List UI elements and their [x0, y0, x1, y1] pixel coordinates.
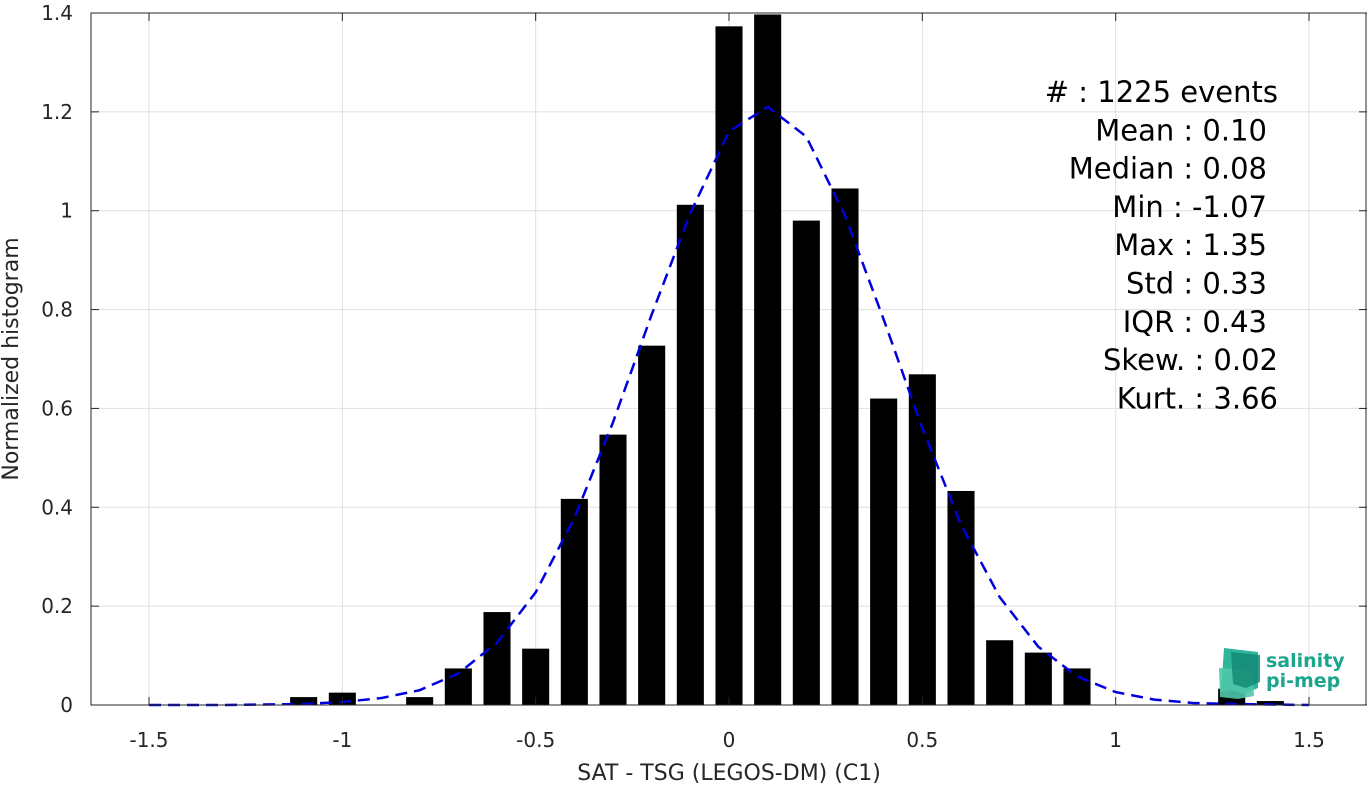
stat-line: # : 1225 events	[1045, 75, 1278, 109]
histogram-bar	[290, 697, 318, 705]
histogram-bar	[406, 697, 434, 705]
statistics-annotation: # : 1225 events Mean : 0.10 Median : 0.08 M…	[1045, 75, 1278, 415]
histogram-bar	[715, 26, 743, 706]
y-tick-label: 0.8	[41, 298, 73, 322]
x-axis-label: SAT - TSG (LEGOS-DM) (C1)	[577, 761, 881, 785]
stat-line: Median : 0.08	[1069, 152, 1267, 186]
stat-line: Max : 1.35	[1114, 228, 1267, 262]
axis-ticks	[91, 12, 1367, 706]
histogram-bar	[870, 398, 898, 705]
histogram-bar	[1256, 701, 1284, 705]
y-tick-labels: 0 0.2 0.4 0.6 0.8 1 1.2 1.4	[41, 1, 73, 717]
x-tick-label: -1.5	[129, 728, 168, 752]
y-tick-label: 1.4	[41, 1, 73, 25]
histogram-bar	[908, 374, 936, 705]
histogram-bar	[1024, 652, 1052, 705]
y-tick-label: 0.2	[41, 594, 73, 618]
stat-line: Mean : 0.10	[1095, 113, 1267, 147]
x-tick-label: -0.5	[516, 728, 555, 752]
stat-line: Kurt. : 3.66	[1117, 381, 1278, 415]
salinity-pi-mep-logo: salinity pi-mep	[1219, 648, 1345, 699]
stat-line: Min : -1.07	[1112, 190, 1267, 224]
logo-mark-icon	[1219, 648, 1260, 699]
histogram-bar	[560, 498, 588, 705]
histogram-bar	[599, 434, 627, 705]
x-tick-label: 0.5	[906, 728, 938, 752]
x-tick-label: 1.5	[1293, 728, 1325, 752]
x-tick-label: 0	[723, 728, 736, 752]
y-tick-label: 1.2	[41, 100, 73, 124]
histogram-bar	[754, 14, 782, 706]
gaussian-fit-curve	[149, 105, 1310, 707]
y-tick-label: 1	[60, 199, 73, 223]
stat-line: IQR : 0.43	[1123, 305, 1267, 339]
stat-line: Skew. : 0.02	[1103, 343, 1278, 377]
histogram-bar	[483, 612, 511, 705]
logo-text-pi-mep: pi-mep	[1266, 670, 1340, 692]
histogram-bars	[290, 14, 1284, 706]
x-tick-labels: -1.5 -1 -0.5 0 0.5 1 1.5	[129, 728, 1324, 752]
histogram-bar	[831, 188, 859, 705]
logo-text-salinity: salinity	[1266, 650, 1345, 672]
histogram-bar	[947, 490, 975, 705]
y-tick-label: 0.6	[41, 396, 73, 420]
y-axis-label: Normalized histogram	[0, 237, 24, 480]
histogram-bar	[676, 204, 704, 706]
stat-line: Std : 0.33	[1126, 267, 1267, 301]
y-tick-label: 0	[60, 693, 73, 717]
histogram-bar	[638, 345, 666, 705]
y-tick-label: 0.4	[41, 495, 73, 519]
histogram-bar	[986, 640, 1014, 705]
histogram-bar	[792, 220, 820, 705]
x-tick-label: -1	[332, 728, 352, 752]
histogram-bar	[522, 648, 550, 705]
histogram-bar	[1063, 668, 1091, 705]
x-tick-label: 1	[1109, 728, 1122, 752]
